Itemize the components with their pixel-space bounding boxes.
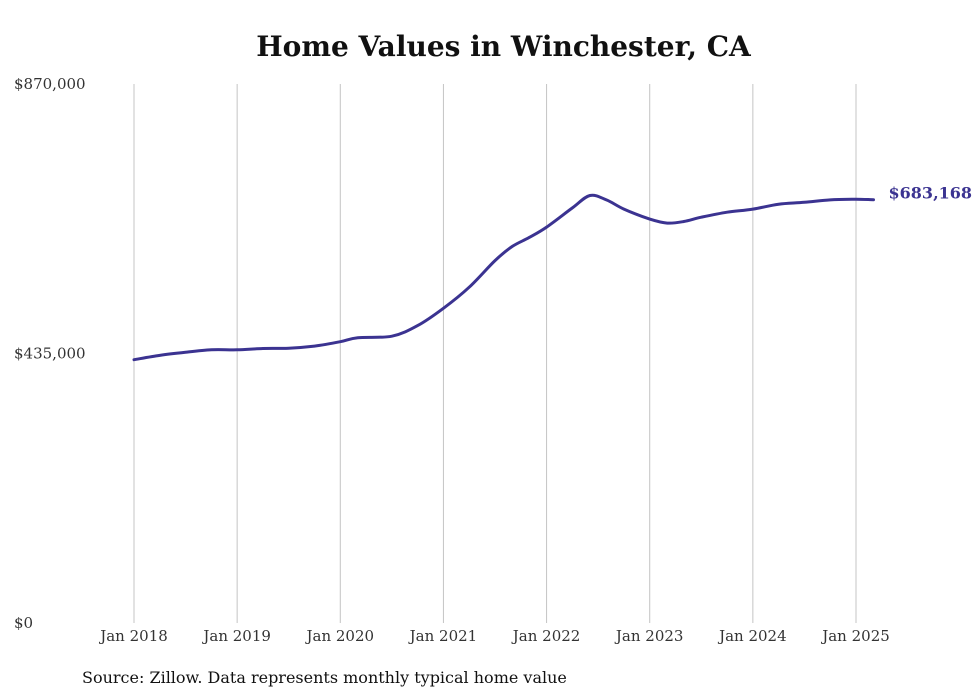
y-tick-label: $435,000 — [14, 345, 86, 363]
source-note: Source: Zillow. Data represents monthly … — [82, 668, 567, 687]
end-value-label: $683,168 — [889, 184, 973, 203]
x-tick-label: Jan 2022 — [511, 627, 581, 645]
x-tick-label: Jan 2019 — [201, 627, 271, 645]
y-axis-labels: $0 $435,000 $870,000 — [14, 75, 86, 632]
x-tick-label: Jan 2023 — [614, 627, 684, 645]
grid-lines — [133, 84, 857, 623]
y-tick-label: $870,000 — [14, 75, 86, 93]
x-tick-label: Jan 2025 — [820, 627, 890, 645]
chart-title: Home Values in Winchester, CA — [256, 30, 751, 63]
x-tick-label: Jan 2021 — [408, 627, 478, 645]
y-tick-label: $0 — [14, 614, 33, 632]
x-tick-label: Jan 2020 — [305, 627, 375, 645]
x-axis-labels: Jan 2018 Jan 2019 Jan 2020 Jan 2021 Jan 2022… — [98, 627, 890, 645]
x-tick-label: Jan 2018 — [98, 627, 168, 645]
x-tick-label: Jan 2024 — [717, 627, 787, 645]
series-line — [132, 193, 875, 362]
